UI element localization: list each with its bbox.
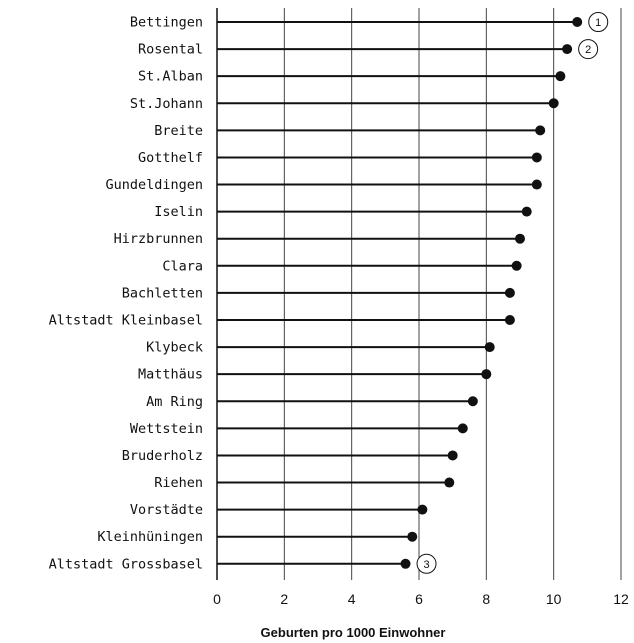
category-label: Am Ring [146,394,203,410]
x-tick-label: 4 [348,591,356,607]
category-label: Clara [162,258,203,274]
category-label: Altstadt Kleinbasel [49,312,203,328]
x-tick-label: 12 [613,591,629,607]
lollipop-dot [555,71,566,82]
x-tick-label: 2 [280,591,288,607]
lollipop-dot [467,396,478,407]
annotation-number: 1 [595,17,601,29]
lollipop-dot [504,314,515,325]
lollipop-dot [521,206,532,217]
annotation-number: 3 [423,559,429,571]
annotation-marker [578,39,599,60]
category-label: Bettingen [130,15,203,31]
lollipop-dot [548,98,559,109]
category-label: Breite [154,123,203,139]
category-label: Matthäus [138,367,203,383]
category-label: St.Alban [138,69,203,85]
category-label: Gundeldingen [105,177,203,193]
lollipop-dot [562,44,573,55]
category-label: Bachletten [122,285,203,301]
category-labels: Bettingen Rosental St.Alban St.Johann Breite… [49,15,203,573]
x-tick-label: 10 [546,591,562,607]
lollipop-dot [504,287,515,298]
annotation-marker [416,553,437,574]
category-label: Gotthelf [138,150,203,166]
annotation-marker [588,12,609,32]
x-axis-label: Geburten pro 1000 Einwohner [261,625,446,640]
category-label: Vorstädte [130,502,203,518]
lollipop-dot [400,558,411,569]
annotations: 1 2 3 [416,12,609,574]
lollipop-dot [515,233,525,244]
lollipop-dot [457,423,468,434]
lollipop-dot [535,125,546,136]
x-tick-label: 8 [482,591,490,607]
category-label: Altstadt Grossbasel [49,556,203,572]
lollipop-dot [572,17,583,27]
category-label: Klybeck [146,340,203,356]
category-label: Riehen [154,475,203,491]
category-label: Wettstein [130,421,203,437]
lollipop-dots [400,17,583,569]
lollipop-dot [531,152,542,163]
lollipop-dot [417,504,428,515]
lollipop-dot [447,450,458,461]
lollipop-dot [511,260,522,271]
x-tick-label: 6 [415,591,423,607]
annotation-number: 2 [585,44,591,56]
category-label: St.Johann [130,96,203,112]
lollipop-dot [531,179,542,190]
lollipop-dot [481,369,492,380]
x-tick-label: 0 [213,591,221,607]
category-label: Iselin [154,204,203,220]
category-label: Rosental [138,42,203,58]
lollipop-dot [407,531,418,542]
category-label: Bruderholz [122,448,203,464]
x-tick-labels: 0 2 4 6 8 10 12 [213,591,629,607]
grid-lines [216,8,622,580]
category-label: Hirzbrunnen [114,231,203,247]
category-label: Kleinhüningen [97,529,203,545]
lollipop-dot [444,477,455,488]
lollipop-dot [484,342,495,353]
lollipop-stems [217,21,578,565]
